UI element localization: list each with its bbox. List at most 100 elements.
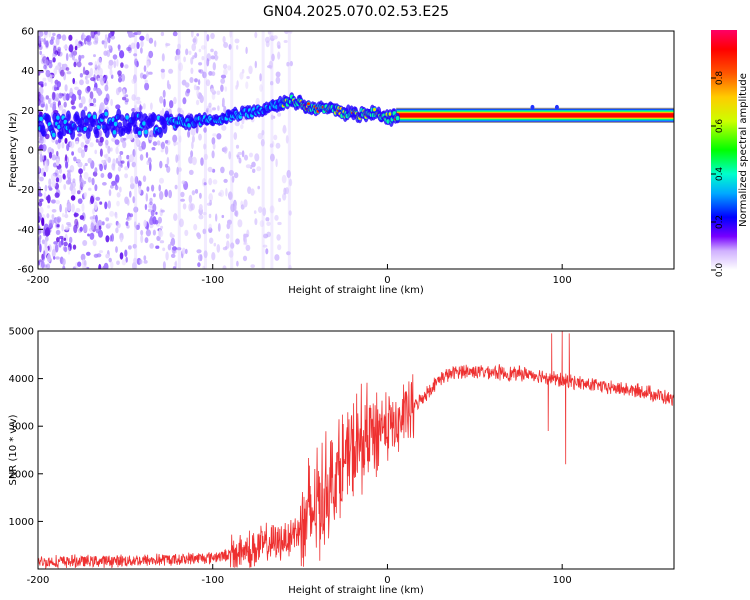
noise-cell <box>125 256 128 263</box>
noise-cell <box>155 245 160 249</box>
noise-cell <box>263 233 269 239</box>
noise-cell <box>277 244 282 251</box>
noise-cell <box>134 221 137 228</box>
noise-cell <box>98 263 102 269</box>
colorbar-tick-label: 0.4 <box>715 167 725 182</box>
noise-cell <box>199 254 203 262</box>
y-tick-label: 0 <box>28 146 34 157</box>
noise-cell <box>127 160 130 169</box>
noise-cell <box>199 94 204 104</box>
noise-cell <box>82 133 86 139</box>
noise-cell <box>262 207 267 217</box>
noise-cell <box>64 213 69 219</box>
noise-cell <box>137 180 142 187</box>
noise-cell <box>92 208 95 215</box>
noise-cell <box>168 189 173 199</box>
noise-cell <box>44 184 48 192</box>
noise-cell <box>57 138 62 144</box>
noise-cell <box>222 97 225 106</box>
noise-cell <box>180 198 185 202</box>
ridge-cell <box>92 114 97 120</box>
noise-cell <box>146 160 150 165</box>
noise-cell <box>132 257 138 264</box>
noise-cell <box>203 250 208 259</box>
spectrogram-y-label: Frequency (Hz) <box>8 112 19 188</box>
noise-cell <box>146 70 149 77</box>
noise-cell <box>183 56 187 63</box>
noise-cell <box>198 62 203 66</box>
noise-cell <box>64 154 68 162</box>
noise-cell <box>52 162 58 168</box>
noise-cell <box>132 243 137 249</box>
noise-cell <box>68 44 74 53</box>
noise-cell <box>77 198 83 205</box>
noise-cell <box>58 168 63 174</box>
noise-cell <box>80 141 85 148</box>
noise-cell <box>97 219 103 227</box>
ridge-cell <box>162 122 168 134</box>
noise-cell <box>117 155 121 162</box>
noise-cell <box>114 185 119 191</box>
noise-cell <box>143 103 146 110</box>
noise-cell <box>198 204 203 211</box>
noise-cell <box>38 98 41 107</box>
snr-x-label: Height of straight line (km) <box>288 585 424 596</box>
noise-cell <box>114 139 120 145</box>
noise-cell <box>192 55 195 60</box>
noise-cell <box>98 250 104 254</box>
noise-cell <box>39 243 42 253</box>
noise-cell <box>102 182 107 186</box>
noise-cell <box>38 226 42 235</box>
noise-cell <box>262 244 268 248</box>
noise-cell <box>203 182 207 186</box>
noise-cell <box>159 160 163 169</box>
noise-cell <box>51 209 57 213</box>
x-tick-label: 100 <box>553 275 572 286</box>
noise-cell <box>266 221 271 227</box>
noise-cell <box>267 31 272 35</box>
noise-cell <box>276 234 281 241</box>
noise-cell <box>108 45 112 50</box>
noise-cell <box>107 172 113 180</box>
noise-cell <box>83 172 89 180</box>
noise-cell <box>43 155 47 161</box>
noise-cell <box>212 179 218 185</box>
ridge-cell <box>65 110 71 122</box>
noise-cell <box>270 153 275 162</box>
noise-cell <box>63 101 67 108</box>
noise-cell <box>98 140 103 147</box>
noise-cell <box>191 190 196 196</box>
noise-streak <box>177 31 181 269</box>
noise-cell <box>46 253 52 263</box>
snr-y-label: SNR (10 * v/v) <box>8 414 19 485</box>
noise-cell <box>215 213 218 222</box>
noise-cell <box>244 154 248 161</box>
noise-cell <box>64 226 69 231</box>
colorbar-tick-label: 0.6 <box>715 119 725 134</box>
noise-cell <box>144 79 148 84</box>
noise-cell <box>110 261 114 269</box>
noise-cell <box>213 242 217 247</box>
noise-cell <box>94 167 98 174</box>
noise-cell <box>217 105 220 111</box>
noise-cell <box>145 192 148 202</box>
noise-cell <box>130 175 134 185</box>
noise-cell <box>210 48 214 53</box>
noise-cell <box>97 88 102 97</box>
noise-streak <box>270 31 274 269</box>
noise-cell <box>129 213 134 218</box>
noise-cell <box>245 81 249 89</box>
noise-cell <box>58 104 64 111</box>
noise-cell <box>260 138 265 147</box>
noise-cell <box>39 50 42 56</box>
noise-cell <box>184 229 189 237</box>
noise-cell <box>51 214 55 220</box>
noise-cell <box>106 49 111 58</box>
noise-cell <box>43 191 47 199</box>
noise-cell <box>143 260 148 264</box>
noise-cell <box>79 79 84 86</box>
noise-cell <box>71 151 74 156</box>
noise-cell <box>116 260 120 266</box>
noise-cell <box>63 184 67 190</box>
noise-cell <box>141 141 147 150</box>
